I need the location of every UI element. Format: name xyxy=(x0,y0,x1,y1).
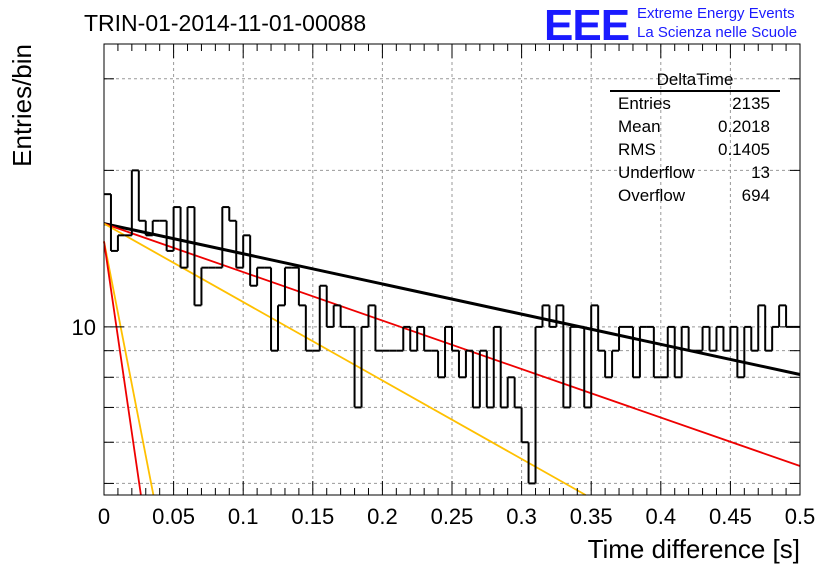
stats-box: DeltaTime Entries 2135 Mean 0.2018 RMS 0… xyxy=(610,70,780,207)
stats-label: RMS xyxy=(618,140,656,159)
logo-line-1: Extreme Energy Events xyxy=(637,5,795,22)
stats-value: 0.1405 xyxy=(718,140,770,159)
stats-row-entries: Entries 2135 xyxy=(610,92,780,115)
x-tick-label: 0.1 xyxy=(228,504,259,529)
x-tick-label: 0.4 xyxy=(646,504,677,529)
x-tick-label: 0.35 xyxy=(570,504,613,529)
x-tick-label: 0.15 xyxy=(291,504,334,529)
x-tick-label: 0 xyxy=(98,504,110,529)
x-tick-labels: 0 0.05 0.1 0.15 0.2 0.25 0.3 0.35 0.4 0.45 0.5 xyxy=(98,504,815,529)
fit-curve-veryfast-red xyxy=(103,241,142,496)
eee-logo: EEE xyxy=(544,1,630,50)
x-tick-label: 0.05 xyxy=(152,504,195,529)
x-axis-label: Time difference [s] xyxy=(588,534,800,564)
x-tick-label: 0.2 xyxy=(367,504,398,529)
stats-label: Overflow xyxy=(618,186,686,205)
histogram-bins xyxy=(104,169,800,485)
axis-ticks xyxy=(103,44,801,495)
fit-curve-veryfast-orange xyxy=(103,241,155,496)
stats-title: DeltaTime xyxy=(610,70,780,92)
stats-row-rms: RMS 0.1405 xyxy=(610,138,780,161)
stats-label: Entries xyxy=(618,94,671,113)
stats-value: 13 xyxy=(751,163,770,182)
fit-curve-total xyxy=(103,222,801,376)
stats-label: Underflow xyxy=(618,163,695,182)
y-tick-labels: 10 xyxy=(72,315,96,340)
stats-row-overflow: Overflow 694 xyxy=(610,184,780,207)
fit-curve-fast-orange xyxy=(103,222,587,496)
stats-value: 2135 xyxy=(732,94,770,113)
x-tick-label: 0.5 xyxy=(785,504,816,529)
y-tick-label: 10 xyxy=(72,315,96,340)
y-axis-label: Entries/bin xyxy=(7,44,37,167)
x-tick-label: 0.3 xyxy=(506,504,537,529)
stats-row-underflow: Underflow 13 xyxy=(610,161,780,184)
x-tick-label: 0.25 xyxy=(431,504,474,529)
stats-value: 0.2018 xyxy=(718,117,770,136)
run-id-title: TRIN-01-2014-11-01-00088 xyxy=(84,10,367,36)
stats-label: Mean xyxy=(618,117,661,136)
x-tick-label: 0.45 xyxy=(709,504,752,529)
stats-value: 694 xyxy=(741,186,770,205)
stats-row-mean: Mean 0.2018 xyxy=(610,115,780,138)
logo-line-2: La Scienza nelle Scuole xyxy=(637,24,798,41)
